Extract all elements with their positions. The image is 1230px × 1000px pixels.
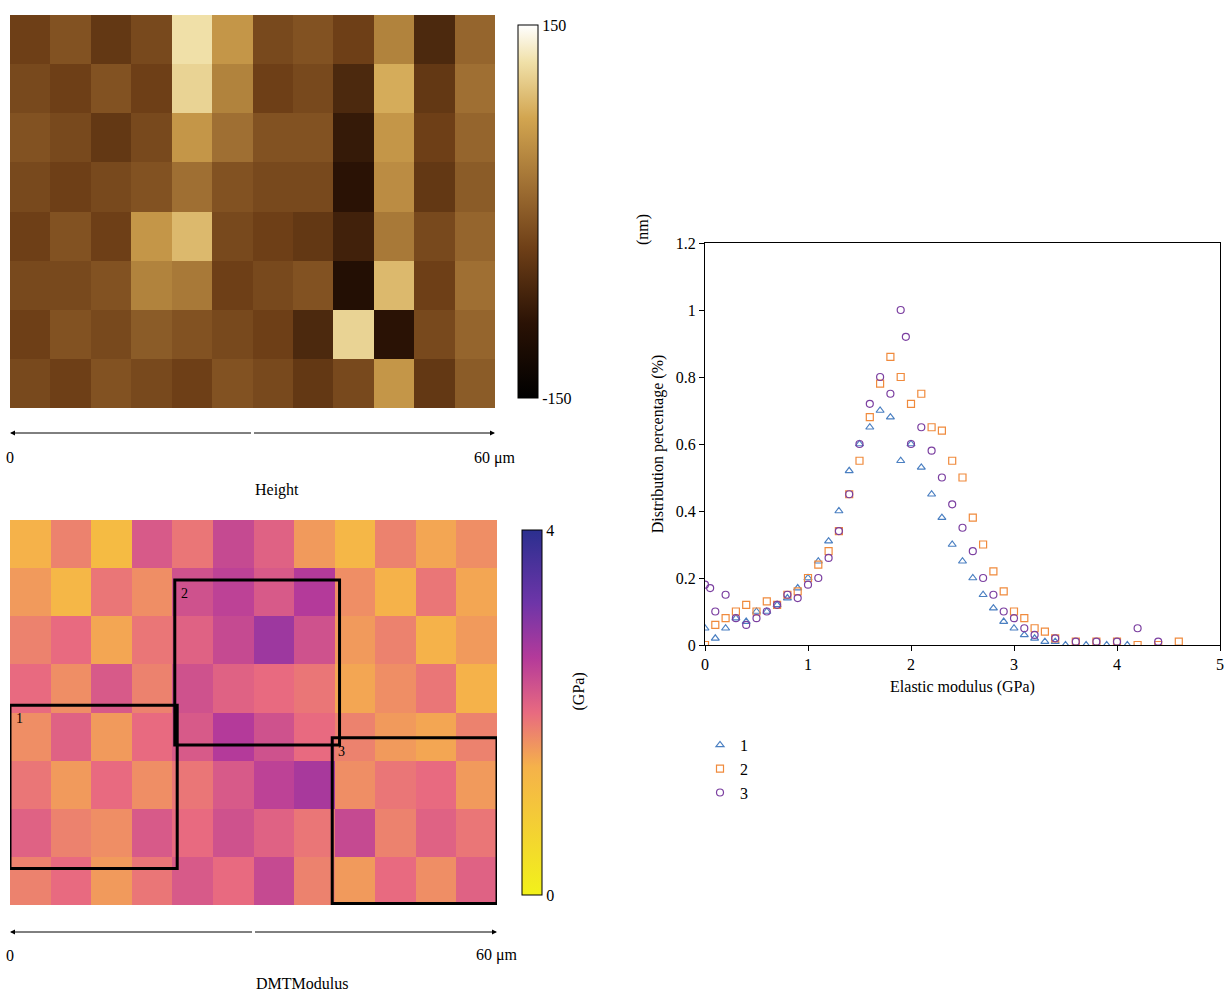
svg-text:DMTModulus: DMTModulus	[256, 975, 348, 992]
svg-text:0.4: 0.4	[676, 503, 696, 520]
svg-text:Distribution percentage (%): Distribution percentage (%)	[649, 355, 667, 534]
svg-text:3: 3	[740, 785, 748, 802]
svg-text:2: 2	[181, 586, 188, 601]
svg-text:60 μm: 60 μm	[474, 449, 516, 467]
svg-text:4: 4	[1113, 656, 1121, 673]
svg-text:0: 0	[688, 637, 696, 654]
svg-text:1: 1	[804, 656, 812, 673]
svg-text:5: 5	[1216, 656, 1224, 673]
svg-text:2: 2	[907, 656, 915, 673]
svg-text:3: 3	[338, 744, 345, 759]
svg-text:4: 4	[546, 522, 554, 539]
svg-text:1: 1	[16, 711, 23, 726]
svg-text:Elastic modulus (GPa): Elastic modulus (GPa)	[890, 678, 1035, 696]
svg-text:0: 0	[701, 656, 709, 673]
svg-text:1.2: 1.2	[676, 235, 696, 252]
svg-text:0: 0	[6, 947, 14, 964]
svg-text:-150: -150	[542, 390, 571, 407]
svg-text:0: 0	[546, 887, 554, 904]
svg-text:Height: Height	[255, 481, 299, 499]
svg-text:(GPa): (GPa)	[570, 672, 588, 710]
svg-text:150: 150	[542, 17, 566, 34]
svg-text:1: 1	[740, 737, 748, 754]
svg-text:1: 1	[688, 302, 696, 319]
svg-text:3: 3	[1010, 656, 1018, 673]
svg-text:2: 2	[740, 761, 748, 778]
svg-text:(nm): (nm)	[634, 214, 652, 245]
svg-text:0.2: 0.2	[676, 570, 696, 587]
svg-text:0.6: 0.6	[676, 436, 696, 453]
svg-text:60 μm: 60 μm	[476, 946, 518, 964]
svg-text:0.8: 0.8	[676, 369, 696, 386]
svg-text:0: 0	[6, 449, 14, 466]
